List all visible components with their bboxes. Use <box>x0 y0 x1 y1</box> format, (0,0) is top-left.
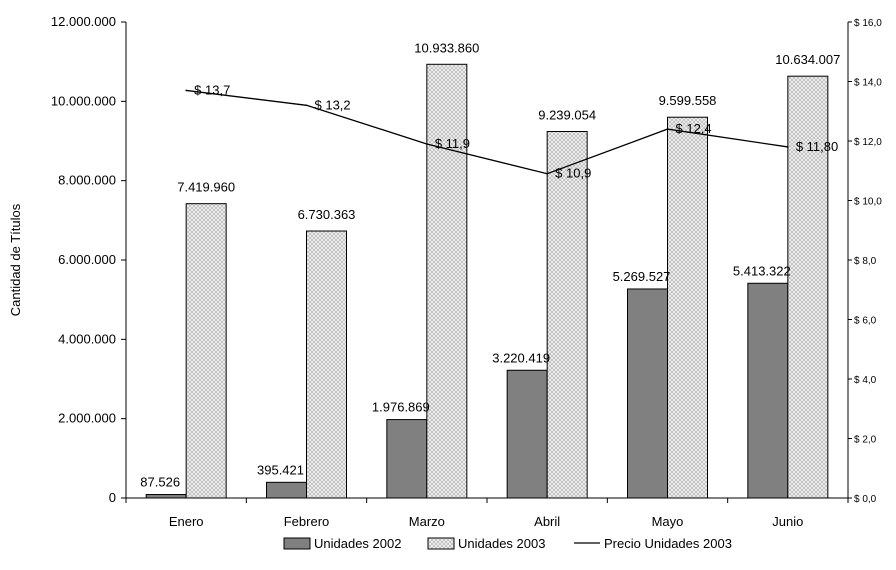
x-tick-label: Enero <box>169 514 204 529</box>
x-tick-label: Junio <box>772 514 803 529</box>
y-tick-label: 8.000.000 <box>58 173 116 188</box>
legend-swatch-2003 <box>427 537 455 550</box>
y2-tick-label: $ 14,0 <box>854 78 882 89</box>
data-label-2003: 6.730.363 <box>298 207 356 222</box>
bar-2003 <box>667 116 708 499</box>
y-tick-label: 0 <box>109 490 116 505</box>
bar-2003 <box>185 203 227 499</box>
legend: Unidades 2002 Unidades 2003 Precio Unidade… <box>283 536 732 551</box>
data-label-price: $ 13,2 <box>315 97 351 112</box>
bar-2003 <box>306 230 347 499</box>
price-line <box>185 89 789 175</box>
data-label-2003: 10.933.860 <box>414 40 479 55</box>
data-labels: 87.526 7.419.960 395.421 6.730.363 1.976.869… <box>140 40 840 489</box>
y-tick-label: 4.000.000 <box>58 331 116 346</box>
data-label-2002: 3.220.419 <box>492 350 550 365</box>
legend-label-2003: Unidades 2003 <box>458 536 545 551</box>
data-label-price: $ 13,7 <box>194 82 230 97</box>
bar-2003 <box>787 75 829 499</box>
y2-tick-label: $ 12,0 <box>854 137 882 148</box>
axes: 0 2.000.000 4.000.000 6.000.000 8.000.000 10.… <box>51 14 882 529</box>
data-label-2003: 9.599.558 <box>659 93 717 108</box>
x-tick-label: Marzo <box>409 514 445 529</box>
y2-tick-label: $ 8,0 <box>854 256 877 267</box>
y-tick-label: 12.000.000 <box>51 14 116 29</box>
legend-label-2002: Unidades 2002 <box>314 536 401 551</box>
y2-tick-label: $ 10,0 <box>854 197 882 208</box>
y2-tick-label: $ 6,0 <box>854 316 877 327</box>
x-tick-label: Abril <box>534 514 560 529</box>
legend-label-price: Precio Unidades 2003 <box>604 536 732 551</box>
bar-2003 <box>426 63 468 499</box>
bar-2002 <box>145 494 187 499</box>
y-tick-label: 6.000.000 <box>58 252 116 267</box>
bar-2003 <box>546 131 588 499</box>
price-point <box>546 172 548 175</box>
data-label-price: $ 12,4 <box>676 121 712 136</box>
data-label-2002: 395.421 <box>257 462 304 477</box>
y2-tick-label: $ 2,0 <box>854 435 877 446</box>
bar-2002 <box>506 369 548 499</box>
y-tick-label: 10.000.000 <box>51 93 116 108</box>
bar-2002 <box>386 419 428 499</box>
data-label-2002: 87.526 <box>140 475 180 490</box>
data-label-2002: 5.413.322 <box>733 263 791 278</box>
x-tick-label: Febrero <box>284 514 330 529</box>
data-label-2002: 1.976.869 <box>372 400 430 415</box>
data-label-price: $ 11,9 <box>435 136 470 151</box>
y-tick-label: 2.000.000 <box>58 411 116 426</box>
price-point <box>305 104 308 107</box>
data-label-2003: 7.419.960 <box>177 180 235 195</box>
legend-swatch-2002 <box>283 537 311 550</box>
data-label-price: $ 10,9 <box>555 166 591 181</box>
y-axis-title: Cantidad de Títulos <box>8 203 23 316</box>
price-point <box>426 143 428 145</box>
y2-tick-label: $ 4,0 <box>854 375 877 386</box>
price-line-path <box>186 89 788 175</box>
x-tick-label: Mayo <box>652 514 684 529</box>
price-point <box>666 128 669 130</box>
data-label-2003: 9.239.054 <box>538 108 596 123</box>
data-label-2003: 10.634.007 <box>775 52 840 67</box>
y2-tick-label: $ 0,0 <box>854 494 877 505</box>
bar-2002 <box>627 288 668 499</box>
price-point <box>185 89 187 92</box>
price-point <box>787 146 789 148</box>
bar-2002 <box>747 282 789 499</box>
y2-tick-label: $ 16,0 <box>854 18 882 29</box>
bar-2002 <box>266 481 307 499</box>
data-label-2002: 5.269.527 <box>613 269 671 284</box>
data-label-price: $ 11,80 <box>796 139 838 154</box>
bars <box>145 63 829 499</box>
